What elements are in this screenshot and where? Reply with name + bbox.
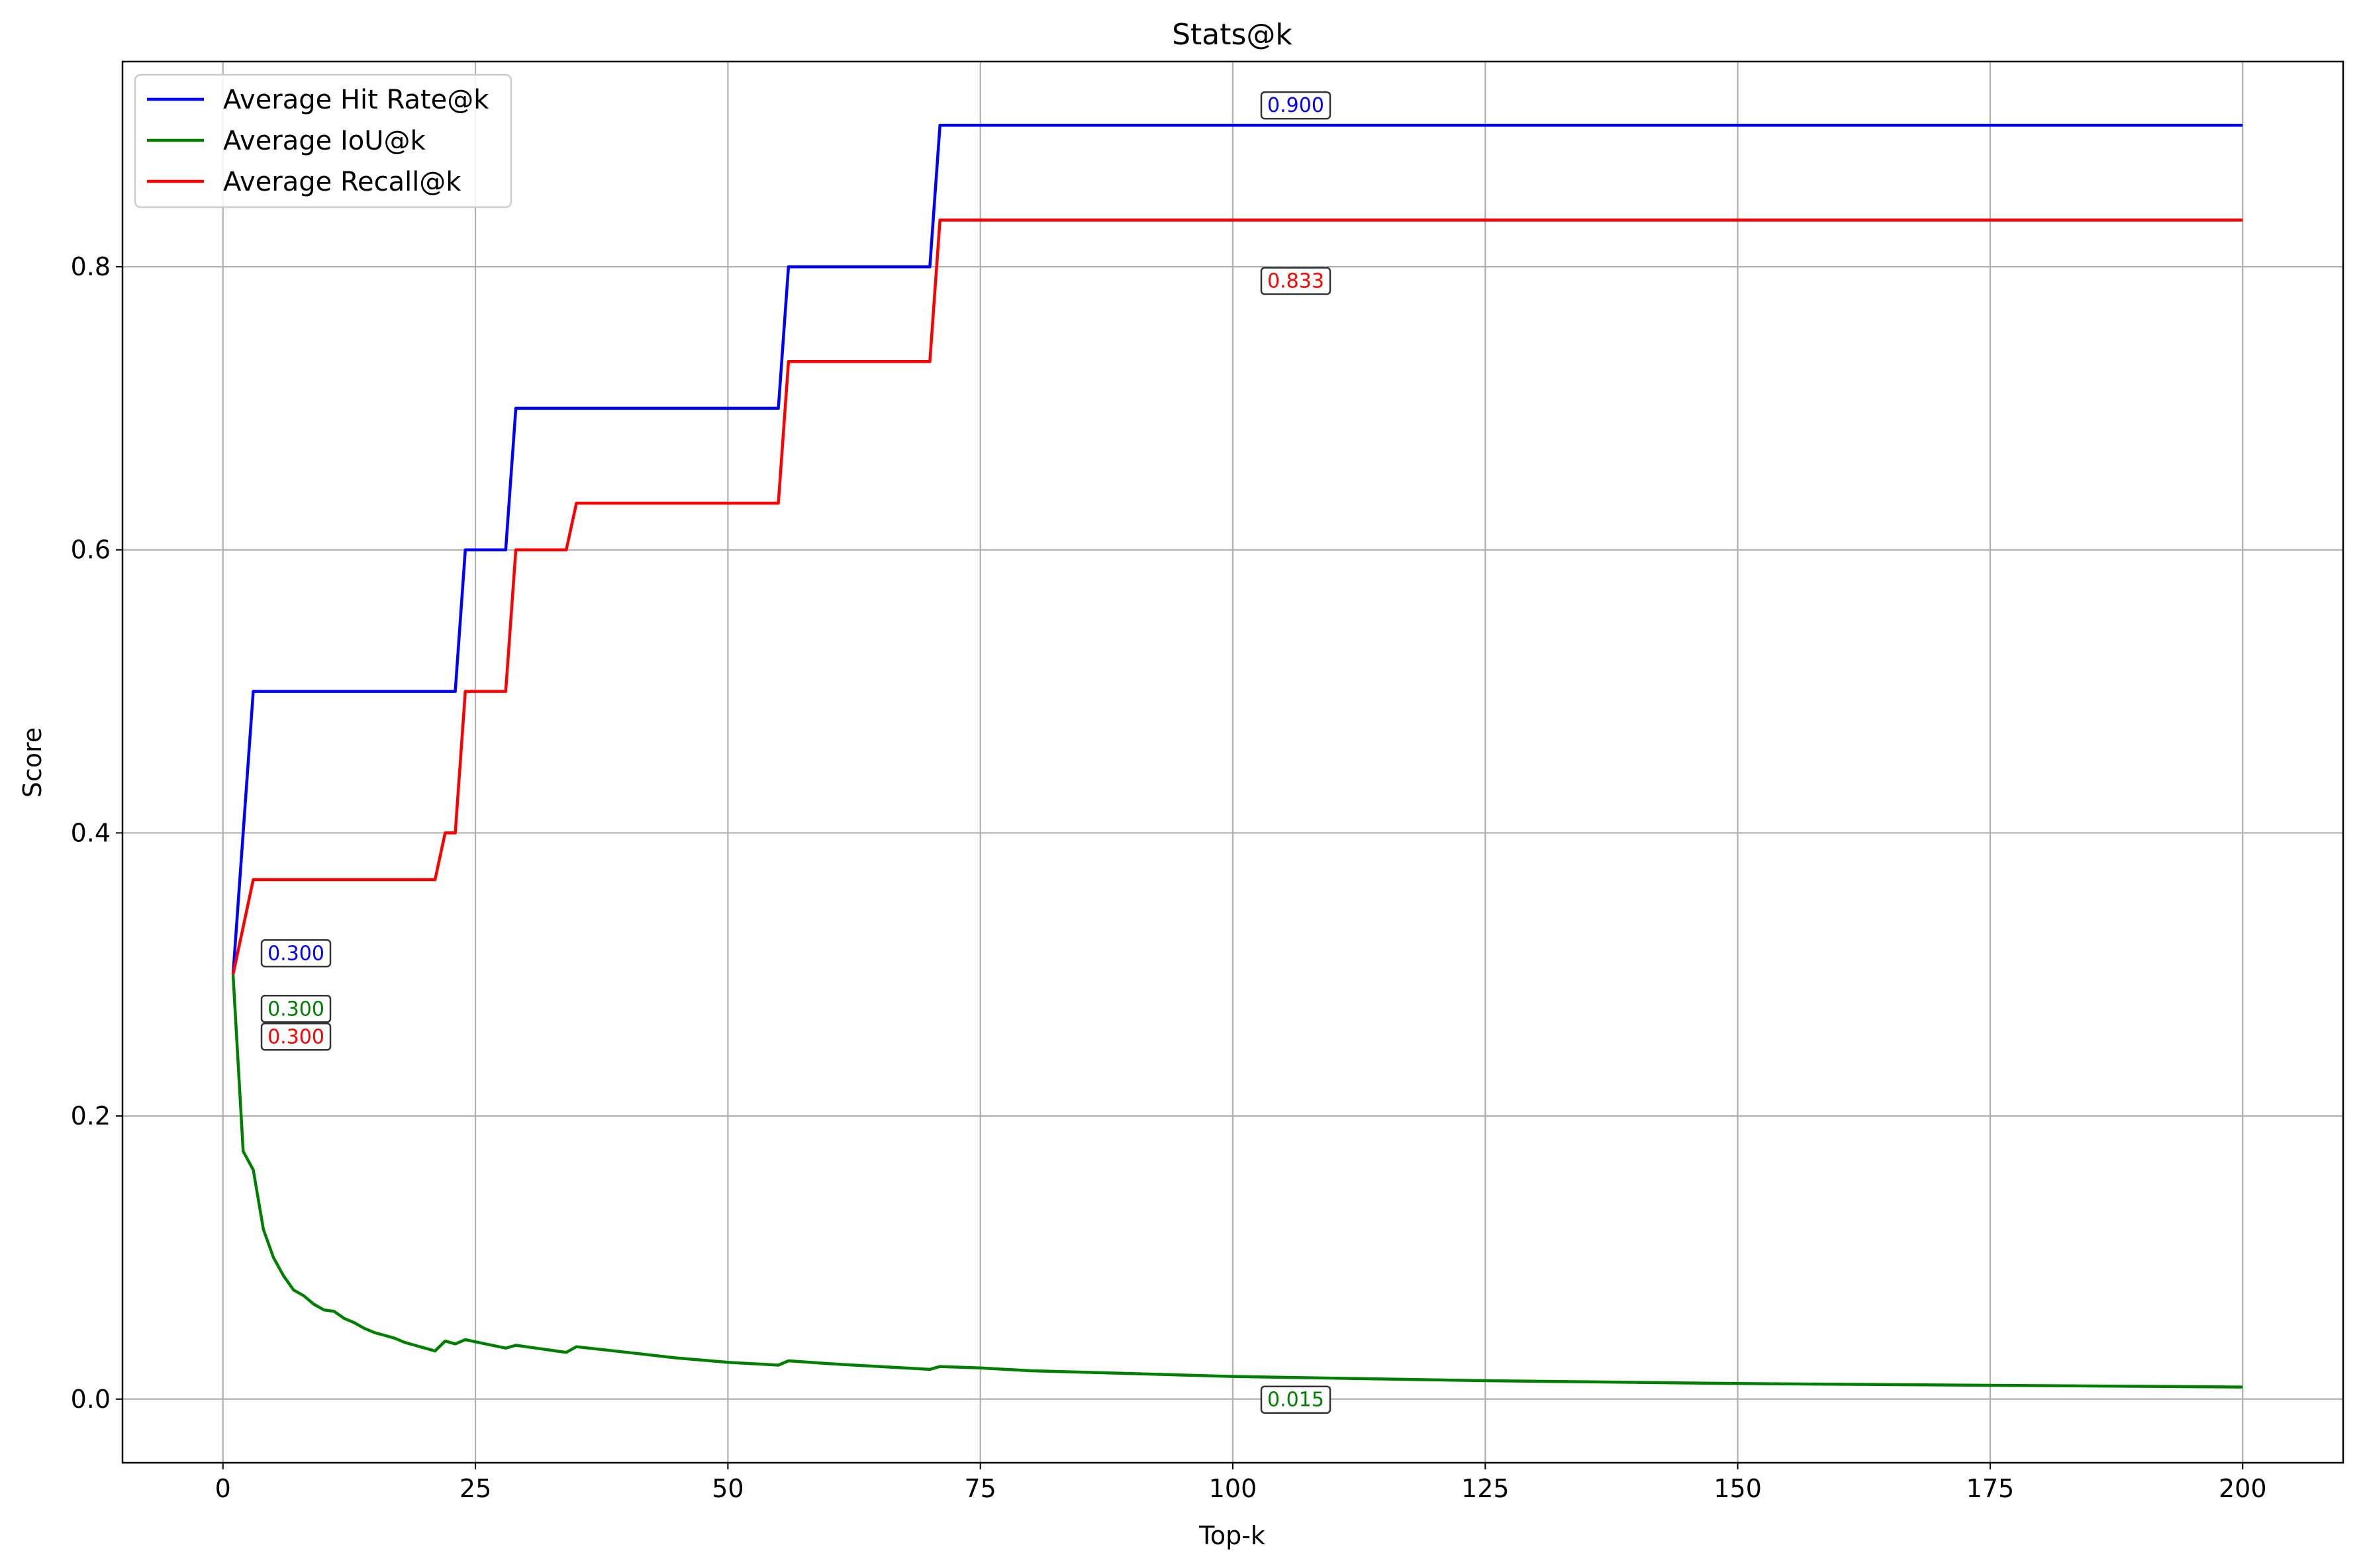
x-tick-label: 125 bbox=[1461, 1474, 1510, 1503]
series-line-3 bbox=[231, 218, 2243, 975]
annotation-box bbox=[1260, 91, 1331, 120]
x-tick-label: 175 bbox=[1966, 1474, 2015, 1503]
x-tick-label: 25 bbox=[459, 1474, 491, 1503]
y-tick-label: 0.0 bbox=[71, 1385, 111, 1414]
annotation-label: 0.015 bbox=[1267, 1389, 1324, 1412]
x-axis: 0 25 50 75 100 125 150 175 200 bbox=[215, 1463, 2267, 1503]
annotation-box bbox=[260, 939, 332, 968]
series-line-2 bbox=[231, 974, 2243, 1389]
grid bbox=[122, 62, 2343, 1463]
chart-title: Stats@k bbox=[1172, 18, 1292, 52]
series-line-1 bbox=[231, 123, 2243, 975]
x-tick-label: 150 bbox=[1713, 1474, 1762, 1503]
x-tick-label: 0 bbox=[215, 1474, 231, 1503]
y-axis-label: Score bbox=[18, 727, 47, 798]
x-tick-label: 75 bbox=[965, 1474, 996, 1503]
x-axis-label: Top-k bbox=[1198, 1521, 1265, 1550]
y-tick-label: 0.8 bbox=[71, 252, 111, 281]
legend: Average Hit Rate@k Average IoU@k Average R… bbox=[134, 73, 512, 208]
legend-frame bbox=[134, 73, 512, 208]
legend-label: Average IoU@k bbox=[223, 126, 426, 156]
legend-label: Average Recall@k bbox=[223, 167, 461, 197]
annotation-label: 0.300 bbox=[267, 942, 324, 965]
y-tick-label: 0.4 bbox=[71, 818, 111, 847]
legend-label: Average Hit Rate@k bbox=[223, 85, 489, 115]
annotation-box bbox=[260, 995, 332, 1023]
annotation-box bbox=[260, 1023, 332, 1051]
y-tick-label: 0.6 bbox=[71, 535, 111, 565]
series-layer bbox=[231, 123, 2243, 1389]
x-tick-label: 200 bbox=[2219, 1474, 2267, 1503]
x-tick-label: 100 bbox=[1209, 1474, 1257, 1503]
annotation-label: 0.300 bbox=[267, 997, 324, 1021]
annotations: 0.900 0.833 0.300 0.300 0.300 0.015 bbox=[260, 91, 1331, 1414]
y-axis: 0.0 0.2 0.4 0.6 0.8 bbox=[71, 252, 122, 1414]
x-tick-label: 50 bbox=[712, 1474, 744, 1503]
y-tick-label: 0.2 bbox=[71, 1101, 111, 1130]
annotation-box bbox=[1260, 267, 1331, 295]
annotation-label: 0.833 bbox=[1267, 269, 1324, 293]
annotation-box bbox=[1260, 1385, 1331, 1414]
annotation-label: 0.300 bbox=[267, 1025, 324, 1048]
annotation-label: 0.900 bbox=[1267, 94, 1324, 117]
